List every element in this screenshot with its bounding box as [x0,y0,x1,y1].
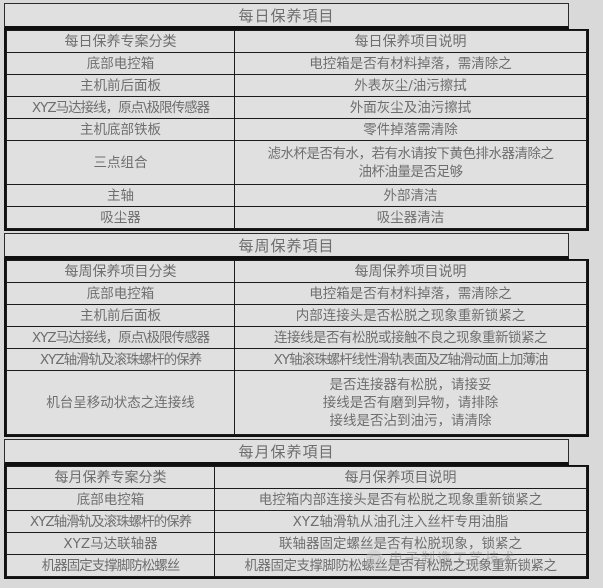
cell-category: 吸尘器 [6,206,235,229]
cell-description: XY轴滚珠螺杆线性滑轨表面及Z轴滑动面上加薄油 [234,348,587,371]
table-row: 主机前后面板 外表灰尘/油污擦拭 [6,74,587,97]
cell-description: 机器固定支撑脚防松螺丝是否有松脱之现象重新锁紧之 [214,554,587,577]
table-row: XYZ马达接线，原点\极限传感器 外面灰尘及油污擦拭 [6,96,587,119]
cell-category: 主轴 [6,184,235,207]
cell-category: 机台呈移动状态之连接线 [6,370,235,435]
column-header-description: 每周保养项目说明 [234,260,587,283]
table-row: 主机前后面板 内部连接头是否松脱之现象重新锁紧之 [6,304,587,327]
column-header-description: 每月保养项目说明 [214,466,587,489]
table-row: XYZ轴滑轨及滚珠螺杆的保养 XYZ轴滑轨从油孔注入丝杆专用油脂 [6,510,587,533]
table-header-row: 每周保养项目分类 每周保养项目说明 [6,260,587,283]
cell-description: XYZ轴滑轨从油孔注入丝杆专用油脂 [214,510,587,533]
cell-description: 连接线是否有松脱或接触不良之现象重新锁紧之 [234,326,587,349]
cell-description: 吸尘器清洁 [234,206,587,229]
cell-description: 外面灰尘及油污擦拭 [234,96,587,119]
table-header-row: 每月保养专案分类 每月保养项目说明 [6,466,587,489]
cell-category: 机器固定支撑脚防松螺丝 [6,554,215,577]
cell-description: 电控箱内部连接头是否有松脱之现象重新锁紧之 [214,488,587,511]
cell-category: 底部电控箱 [6,282,235,305]
cell-description: 外表灰尘/油污擦拭 [234,74,587,97]
cell-category: XYZ马达接线，原点\极限传感器 [6,326,235,349]
cell-category: 主机底部铁板 [6,118,235,141]
column-header-category: 每日保养专案分类 [6,30,235,53]
cell-category: 三点组合 [6,140,235,185]
table-row: 机台呈移动状态之连接线 是否连接器有松脱，请接妥 接线是否有磨到异物，请排除 接… [6,370,587,435]
cell-description: 联轴器固定螺丝是否有松脱现象，锁紧之 [214,532,587,555]
cell-category: XYZ轴滑轨及滚珠螺杆的保养 [6,348,235,371]
cell-description: 外部清洁 [234,184,587,207]
cell-description: 零件掉落需清除 [234,118,587,141]
section-daily: 每日保养項目 每日保养专案分类 每日保养项目说明 底部电控箱 电控箱是否有材料掉… [4,3,603,231]
section-title-daily: 每日保养項目 [4,3,569,29]
table-header-row: 每日保养专案分类 每日保养项目说明 [6,30,587,53]
section-title-monthly: 每月保养項目 [4,439,569,465]
cell-category: XYZ轴滑轨及滚珠螺杆的保养 [6,510,215,533]
table-row: 底部电控箱 电控箱是否有材料掉落，需清除之 [6,52,587,75]
section-title-weekly: 每周保养項目 [4,233,569,259]
table-row: 主轴 外部清洁 [6,184,587,207]
cell-description: 滤水杯是否有水，若有水请按下黄色排水器清除之 油杯油量是否足够 [234,140,587,185]
section-weekly: 每周保养項目 每周保养项目分类 每周保养项目说明 底部电控箱 电控箱是否有材料掉… [4,233,603,437]
column-header-category: 每周保养项目分类 [6,260,235,283]
table-row: 底部电控箱 电控箱内部连接头是否有松脱之现象重新锁紧之 [6,488,587,511]
table-row: 吸尘器 吸尘器清洁 [6,206,587,229]
table-daily: 每日保养专案分类 每日保养项目说明 底部电控箱 电控箱是否有材料掉落，需清除之 … [4,29,589,231]
cell-category: 底部电控箱 [6,488,215,511]
table-row: 三点组合 滤水杯是否有水，若有水请按下黄色排水器清除之 油杯油量是否足够 [6,140,587,185]
cell-description: 电控箱是否有材料掉落，需清除之 [234,282,587,305]
table-row: 主机底部铁板 零件掉落需清除 [6,118,587,141]
cell-category: XYZ马达接线，原点\极限传感器 [6,96,235,119]
cell-description: 内部连接头是否松脱之现象重新锁紧之 [234,304,587,327]
cell-category: XYZ马达联轴器 [6,532,215,555]
cell-category: 主机前后面板 [6,304,235,327]
cell-category: 底部电控箱 [6,52,235,75]
table-weekly: 每周保养项目分类 每周保养项目说明 底部电控箱 电控箱是否有材料掉落，需清除之 … [4,259,589,437]
column-header-category: 每月保养专案分类 [6,466,215,489]
cell-description: 电控箱是否有材料掉落，需清除之 [234,52,587,75]
cell-description: 是否连接器有松脱，请接妥 接线是否有磨到异物，请排除 接线是否沾到油污，请清除 [234,370,587,435]
table-row: XYZ马达联轴器 联轴器固定螺丝是否有松脱现象，锁紧之 [6,532,587,555]
table-row: 机器固定支撑脚防松螺丝 机器固定支撑脚防松螺丝是否有松脱之现象重新锁紧之 [6,554,587,577]
table-row: XYZ马达接线，原点\极限传感器 连接线是否有松脱或接触不良之现象重新锁紧之 [6,326,587,349]
section-monthly: 每月保养項目 每月保养专案分类 每月保养项目说明 底部电控箱 电控箱内部连接头是… [4,439,603,579]
column-header-description: 每日保养项目说明 [234,30,587,53]
cell-category: 主机前后面板 [6,74,235,97]
table-row: 底部电控箱 电控箱是否有材料掉落，需清除之 [6,282,587,305]
table-monthly: 每月保养专案分类 每月保养项目说明 底部电控箱 电控箱内部连接头是否有松脱之现象… [4,465,589,579]
table-row: XYZ轴滑轨及滚珠螺杆的保养 XY轴滚珠螺杆线性滑轨表面及Z轴滑动面上加薄油 [6,348,587,371]
